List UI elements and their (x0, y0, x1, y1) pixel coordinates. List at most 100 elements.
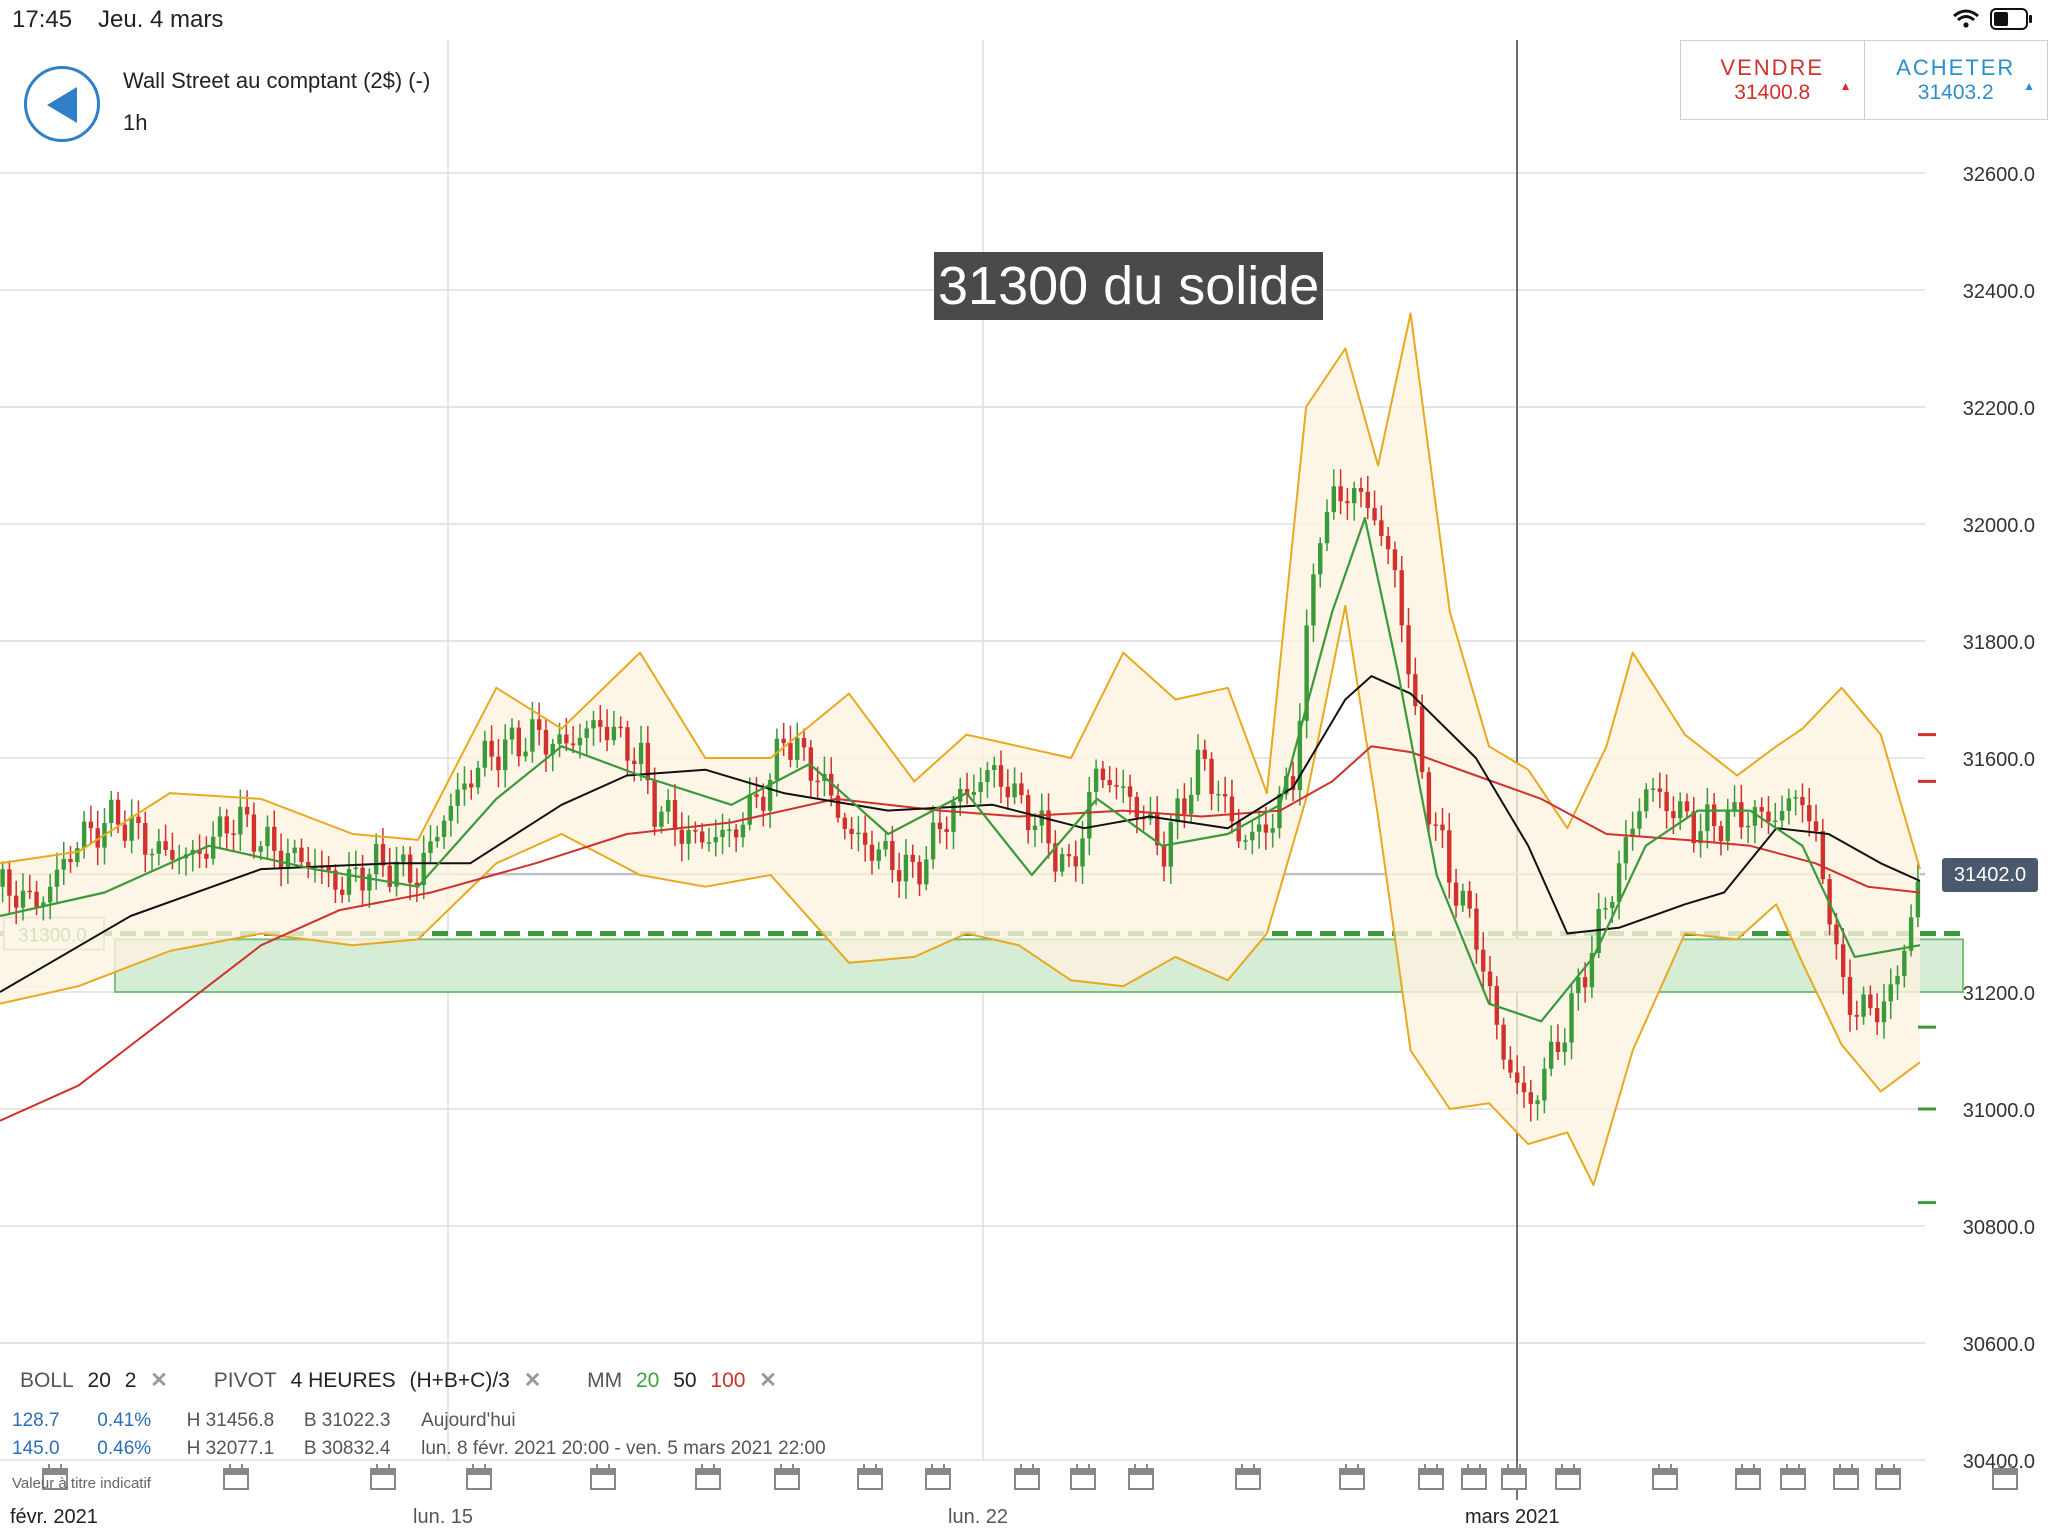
candle-body (1521, 1082, 1527, 1093)
candle-body (1603, 908, 1608, 910)
candle-body (971, 791, 977, 795)
calendar-header (1781, 1469, 1805, 1475)
mm-label[interactable]: MM (587, 1369, 623, 1392)
candle-body (1222, 793, 1228, 797)
calendar-icon (1735, 1464, 1761, 1490)
candle-body (13, 895, 19, 908)
boll-label[interactable]: BOLL (20, 1369, 74, 1392)
buy-button[interactable]: ACHETER 31403.2 ▲ (1863, 41, 2048, 119)
candle-body (149, 853, 155, 856)
y-tick-label: 31200.0 (1963, 983, 2035, 1005)
back-button[interactable] (24, 66, 100, 142)
candle-body (353, 867, 358, 870)
candle-body (998, 765, 1004, 787)
candle-body (204, 853, 209, 859)
calendar-header (1236, 1469, 1260, 1475)
candle-body (299, 847, 304, 862)
calendar-header (1129, 1469, 1153, 1475)
candle-body (441, 820, 447, 837)
candle-body (1338, 486, 1343, 502)
candle-body (761, 796, 766, 811)
calendar-header (696, 1469, 720, 1475)
candle-body (720, 829, 725, 838)
pivot-formula: (H+B+C)/3 (409, 1369, 510, 1392)
candle-body (95, 828, 100, 848)
candle-body (1379, 520, 1384, 537)
candle-body (394, 861, 399, 887)
stat-high: H 32077.1 (186, 1438, 275, 1459)
candle-body (489, 740, 494, 757)
y-tick-label: 30400.0 (1963, 1451, 2035, 1473)
candle-body (1582, 977, 1588, 988)
chart-annotation[interactable]: 31300 du solide (934, 252, 1324, 320)
candle-body (1915, 881, 1921, 918)
sell-button[interactable]: VENDRE 31400.8 ▲ (1681, 41, 1864, 119)
candle-body (1107, 780, 1112, 786)
candle-body (1807, 805, 1812, 822)
remove-pivot-icon[interactable]: ✕ (523, 1369, 542, 1392)
candle-body (340, 889, 345, 895)
candle-body (1895, 975, 1900, 985)
candle-body (414, 882, 420, 885)
y-tick-label: 31800.0 (1963, 632, 2035, 654)
candle-body (1392, 549, 1398, 571)
status-icons (1952, 8, 2034, 30)
candle-body (1874, 1008, 1880, 1023)
candle-body (727, 829, 732, 832)
candle-body (1413, 674, 1418, 707)
candle-body (1569, 993, 1574, 1043)
bollinger-lower-line (0, 604, 1921, 1186)
candle-body (903, 854, 909, 882)
candle-body (1229, 796, 1235, 822)
candle-body (516, 727, 521, 757)
candle-body (326, 866, 331, 871)
calendar-header (926, 1469, 950, 1475)
candle-body (1134, 796, 1140, 818)
candle-body (1182, 798, 1187, 815)
candle-body (795, 737, 800, 760)
candle-body (992, 765, 997, 771)
candle-body (469, 783, 474, 788)
remove-boll-icon[interactable]: ✕ (150, 1369, 168, 1392)
calendar-header (1071, 1469, 1095, 1475)
candle-body (1127, 786, 1133, 797)
candle-body (1481, 949, 1486, 972)
candle-body (1759, 807, 1764, 812)
up-arrow-icon: ▲ (1839, 79, 1852, 93)
candle-body (835, 795, 841, 818)
candle-body (713, 837, 718, 843)
pivot-label[interactable]: PIVOT (213, 1369, 277, 1392)
stat-range: 145.0 (12, 1438, 60, 1459)
calendar-icon (466, 1464, 492, 1490)
candle-body (1460, 890, 1466, 906)
candle-body (1100, 768, 1106, 781)
candle-body (1474, 908, 1479, 950)
candle-body (1834, 924, 1839, 945)
remove-mm-icon[interactable]: ✕ (759, 1369, 777, 1392)
candle-body (1365, 491, 1370, 509)
battery-icon (1990, 8, 2032, 30)
y-tick-label: 30800.0 (1963, 1217, 2035, 1239)
candle-body (1345, 501, 1350, 504)
candle-body (774, 738, 780, 780)
candle-body (1718, 826, 1724, 842)
candle-body (1073, 856, 1078, 867)
calendar-icon (590, 1464, 616, 1490)
calendar-icon (774, 1464, 800, 1490)
candle-body (937, 822, 943, 830)
candle-body (1324, 512, 1330, 544)
status-time: 17:45 (12, 6, 73, 33)
candle-body (503, 739, 508, 771)
candle-body (1908, 917, 1914, 951)
candle-body (435, 836, 440, 842)
bollinger-band-fill (0, 313, 1920, 1186)
candle-body (231, 833, 236, 835)
candle-body (1419, 706, 1425, 773)
candle-body (1773, 820, 1778, 823)
timeframe-selector[interactable]: 1h (123, 110, 148, 135)
candle-body (407, 854, 413, 883)
candle-body (27, 890, 32, 893)
candle-body (1623, 837, 1629, 864)
candle-body (1501, 1024, 1506, 1060)
